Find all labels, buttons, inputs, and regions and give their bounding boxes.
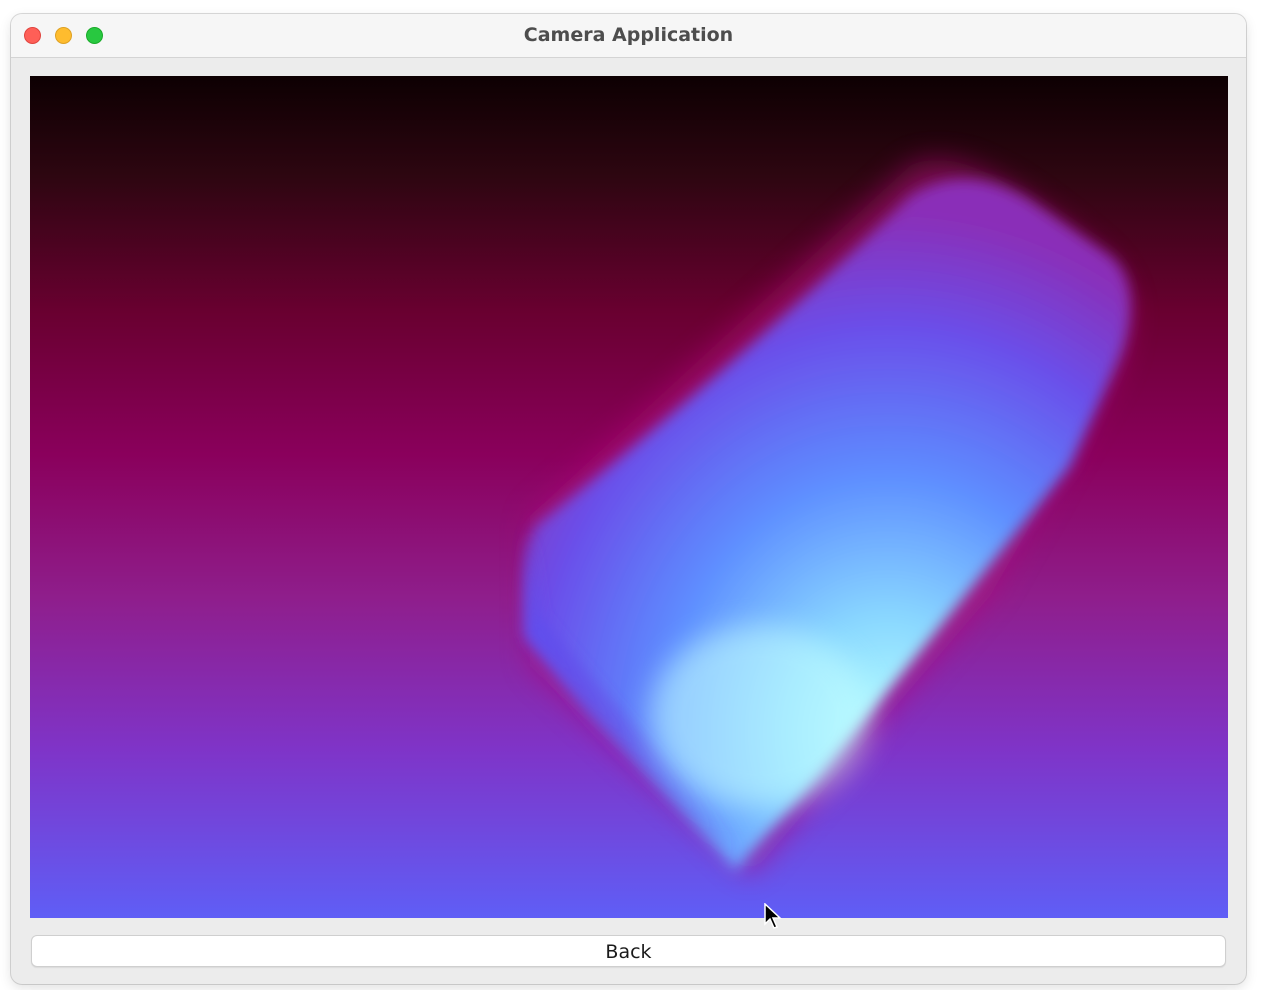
camera-feed-view	[30, 76, 1228, 918]
object-highlight	[650, 626, 870, 806]
mouse-pointer-icon	[764, 903, 782, 929]
back-button[interactable]: Back	[31, 935, 1226, 967]
minimize-window-button[interactable]	[55, 27, 72, 44]
close-window-button[interactable]	[24, 27, 41, 44]
title-bar: Camera Application	[11, 14, 1246, 58]
zoom-window-button[interactable]	[86, 27, 103, 44]
app-window: Camera Application	[11, 14, 1246, 984]
window-title: Camera Application	[523, 24, 734, 46]
object-side-shade	[528, 531, 742, 871]
camera-feed-image	[30, 76, 1228, 918]
